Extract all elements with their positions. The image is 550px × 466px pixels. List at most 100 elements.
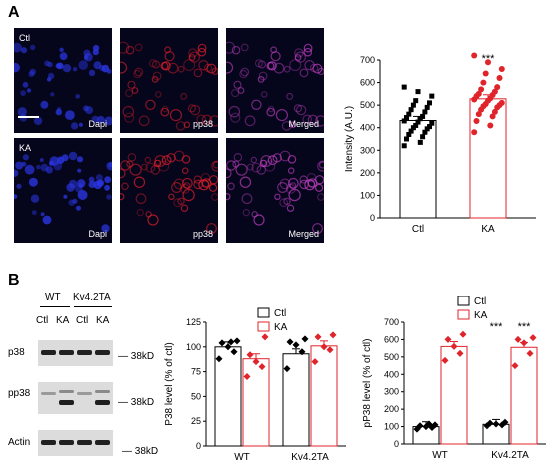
cell-body (196, 114, 206, 125)
y-tick-label: 100 (384, 422, 399, 432)
cell-body (242, 208, 250, 217)
cell-body (206, 223, 217, 234)
y-tick-label: 400 (360, 123, 375, 133)
row-label-ka: KA (19, 143, 32, 153)
cell-body (231, 88, 240, 98)
cell-body (259, 159, 268, 168)
significance-marker: *** (518, 321, 532, 333)
cell-nucleus (77, 179, 86, 188)
data-point (233, 337, 241, 345)
cell-body (233, 80, 242, 89)
channel-label: Dapi (88, 119, 107, 129)
data-point (422, 129, 428, 135)
cell-body (183, 59, 196, 72)
scale-bar (18, 116, 39, 118)
cell-body (226, 160, 237, 171)
cell-body (235, 163, 248, 176)
micrograph-ctl-pp38: pp38 (120, 28, 218, 133)
cell-nucleus (83, 49, 91, 57)
cell-body (120, 160, 131, 171)
cell-nucleus (31, 210, 37, 216)
cell-nucleus (56, 156, 65, 164)
cell-nucleus (15, 161, 24, 170)
cell-body (121, 182, 129, 191)
cell-nucleus (106, 194, 112, 200)
data-point (487, 122, 494, 129)
channel-label: Dapi (88, 229, 107, 239)
cell-body (226, 61, 234, 74)
cell-body (294, 48, 304, 58)
data-point (215, 355, 223, 363)
cell-body (240, 43, 249, 52)
blot-band (95, 350, 110, 355)
panel-a-letter: A (8, 4, 20, 21)
cell-nucleus (83, 55, 89, 60)
data-point (404, 115, 409, 121)
x-tick-label: Ctl (412, 224, 424, 235)
cell-body (314, 183, 324, 192)
data-point (252, 358, 260, 366)
cell-body (232, 160, 240, 168)
cell-body (171, 181, 183, 193)
cell-body (127, 152, 137, 162)
cell-body (187, 104, 197, 113)
cell-nucleus (91, 115, 99, 123)
cell-nucleus (83, 105, 89, 112)
cell-body (286, 204, 295, 212)
cell-nucleus (76, 205, 81, 211)
data-point (314, 333, 322, 341)
cell-body (266, 107, 276, 117)
cell-body (169, 108, 183, 122)
cell-body (306, 172, 317, 183)
significance-marker: *** (482, 53, 496, 65)
cell-body (197, 47, 207, 57)
data-point (526, 349, 534, 357)
data-point (261, 333, 269, 341)
cell-body (289, 121, 297, 129)
cell-body (231, 45, 241, 55)
cell-nucleus (76, 156, 84, 163)
data-point (246, 351, 254, 359)
bar-ka (469, 98, 507, 219)
data-point (320, 343, 328, 351)
data-point (514, 335, 522, 343)
cell-nucleus (40, 100, 49, 109)
cell-body (193, 68, 203, 78)
cell-nucleus (68, 151, 78, 161)
cell-nucleus (47, 61, 53, 68)
data-point (429, 120, 435, 126)
cell-body (152, 71, 162, 81)
cell-body (260, 155, 273, 167)
cell-body (201, 178, 212, 188)
cell-body (120, 41, 130, 54)
cell-body (228, 105, 241, 118)
blot-row-label-actin: Actin (8, 437, 31, 448)
cell-body (135, 193, 147, 205)
y-tick-label: 700 (384, 317, 399, 327)
cell-nucleus (92, 49, 99, 56)
cell-body (286, 92, 294, 100)
cell-body (279, 198, 289, 208)
cell-body (307, 178, 318, 188)
cells-pp38 (120, 41, 218, 131)
data-point (329, 331, 337, 339)
panel-b-letter: B (8, 272, 20, 289)
kd-label-p38: — 38kD (118, 351, 155, 362)
data-point (441, 356, 449, 364)
cell-body (183, 121, 191, 129)
cell-nucleus (20, 47, 28, 54)
cell-nucleus (28, 177, 38, 187)
cell-nucleus (29, 68, 36, 76)
y-tick-label: 600 (384, 334, 399, 344)
cell-nucleus (14, 62, 20, 73)
cell-body (317, 193, 324, 201)
data-point (427, 100, 432, 106)
x-tick-label: Kv4.2TA (291, 452, 329, 463)
cell-body (145, 211, 152, 218)
data-point (415, 119, 421, 125)
cell-body (154, 91, 162, 98)
cell-body (227, 182, 235, 191)
data-point (283, 365, 291, 373)
data-point (427, 124, 432, 130)
cell-body (211, 160, 218, 172)
